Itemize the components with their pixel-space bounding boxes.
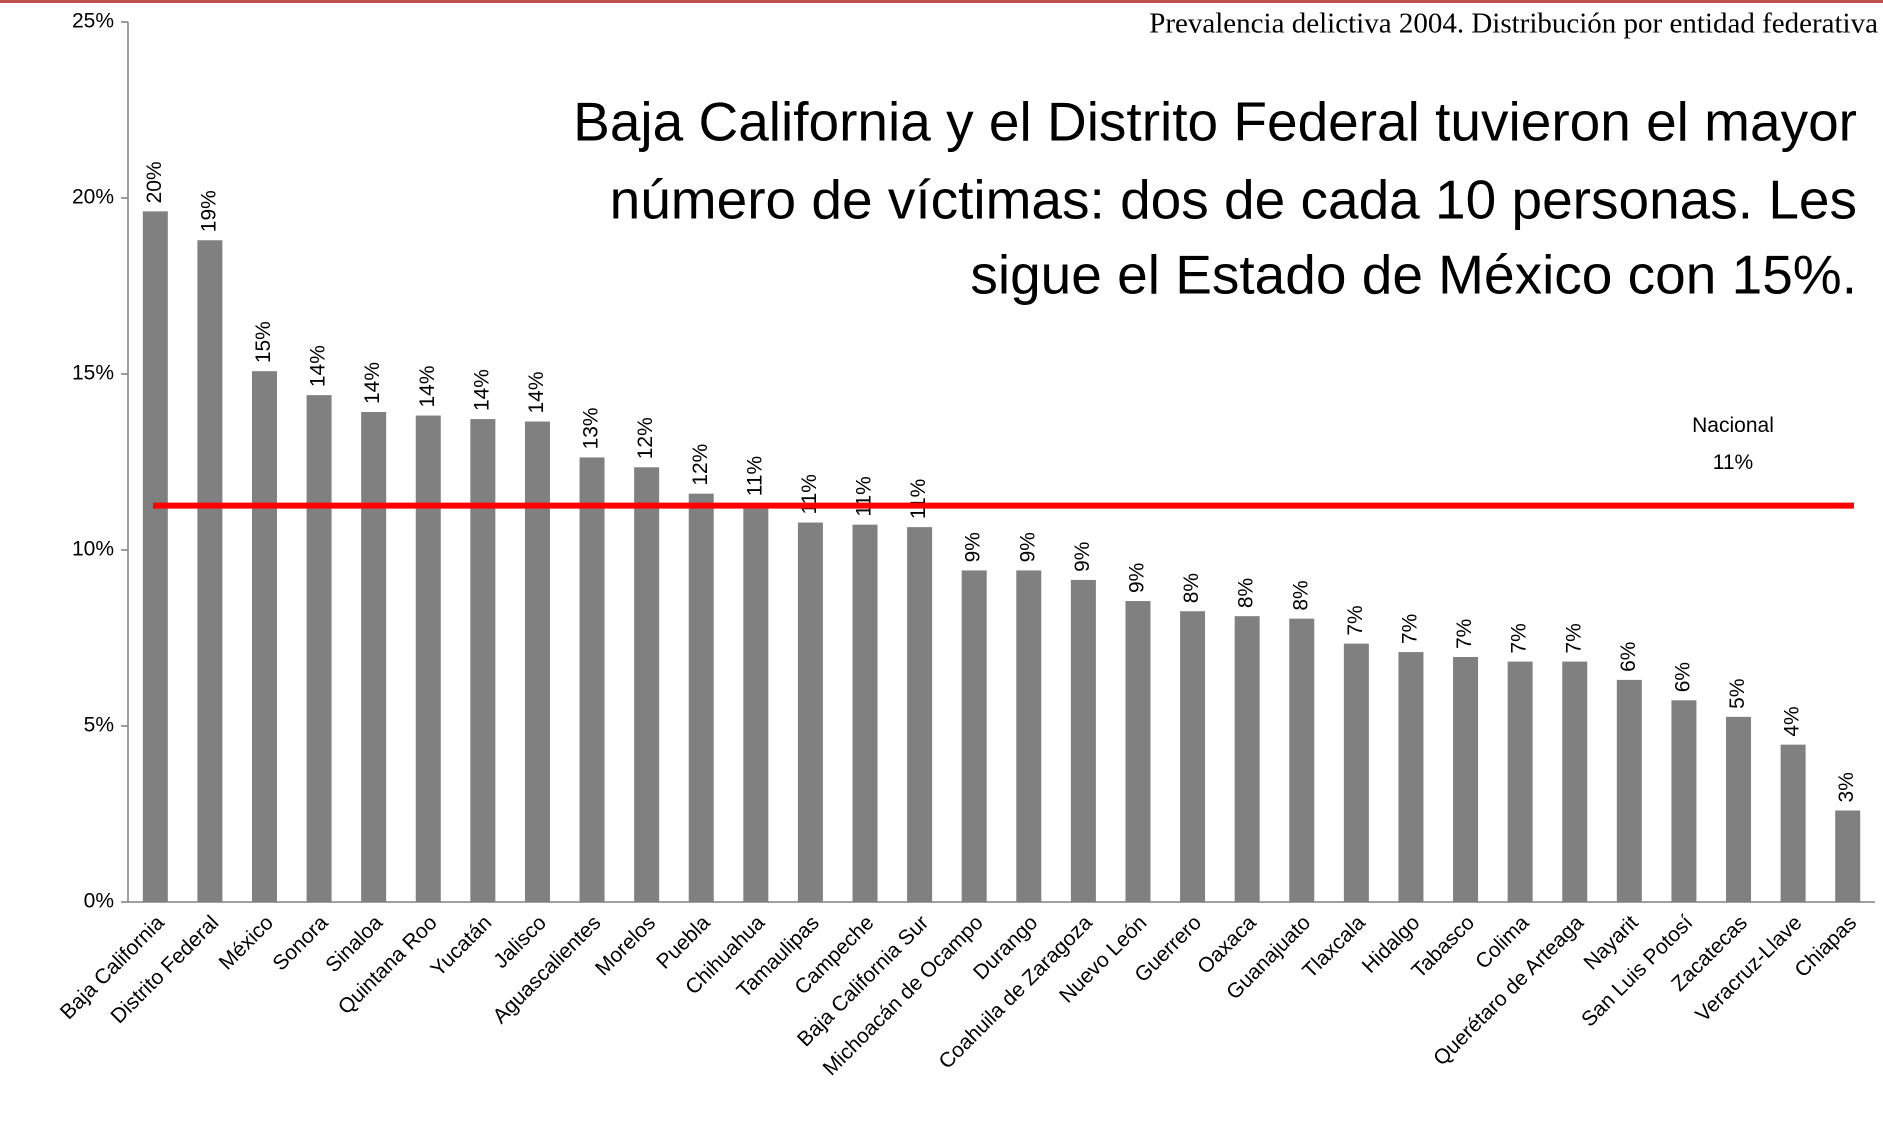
y-tick-label: 0%	[84, 890, 114, 913]
bar	[415, 415, 441, 902]
value-label: 14%	[361, 362, 384, 404]
bar	[251, 371, 277, 903]
annotation: sigue el Estado de México con 15%.	[970, 244, 1857, 306]
value-label: 12%	[634, 417, 657, 459]
bar	[361, 412, 387, 902]
value-label: 7%	[1453, 619, 1476, 649]
y-tick-label: 25%	[72, 10, 114, 33]
bar	[634, 467, 660, 902]
bar	[1562, 661, 1588, 902]
bar	[743, 504, 769, 902]
value-label: 11%	[907, 479, 930, 519]
value-label: 9%	[1126, 563, 1149, 593]
bar	[1398, 652, 1424, 902]
bar	[1507, 661, 1533, 902]
bar	[797, 522, 823, 902]
value-label: 7%	[1508, 623, 1531, 653]
x-tick-label: Yucatán	[426, 911, 496, 981]
bar	[524, 421, 550, 902]
value-label: 8%	[1180, 573, 1203, 603]
value-label: 11%	[743, 456, 766, 496]
bar	[1016, 570, 1042, 902]
value-label: 8%	[1235, 578, 1258, 608]
y-tick-label: 10%	[72, 538, 114, 561]
bar	[1070, 579, 1096, 902]
bar	[1125, 601, 1151, 902]
value-label: 20%	[143, 161, 166, 203]
bar	[1343, 643, 1369, 902]
value-label: 3%	[1835, 772, 1858, 802]
bar	[197, 240, 223, 903]
value-label: 14%	[307, 345, 330, 387]
annotation: número de víctimas: dos de cada 10 perso…	[610, 169, 1857, 231]
bar	[1780, 744, 1806, 902]
x-tick-label: Chiapas	[1790, 911, 1861, 982]
value-label: 19%	[197, 190, 220, 232]
value-label: 7%	[1344, 605, 1367, 635]
reference-label: Nacional	[1692, 414, 1774, 437]
bar	[1671, 700, 1697, 902]
bar	[1453, 657, 1479, 902]
value-label: 7%	[1399, 614, 1422, 644]
bar	[1180, 611, 1206, 902]
reference-value-label: 11%	[1713, 451, 1753, 474]
y-tick-label: 15%	[72, 362, 114, 385]
value-label: 14%	[416, 366, 439, 408]
value-label: 7%	[1562, 623, 1585, 653]
bar	[579, 457, 605, 902]
value-label: 5%	[1726, 678, 1749, 708]
bar	[852, 524, 878, 902]
value-label: 6%	[1671, 662, 1694, 692]
bar	[1616, 679, 1642, 902]
bar	[306, 395, 332, 902]
value-label: 13%	[580, 407, 603, 449]
value-label: 9%	[1071, 542, 1094, 572]
y-tick-label: 20%	[72, 186, 114, 209]
value-label: 11%	[853, 476, 876, 516]
x-tick-label: Sonora	[268, 911, 332, 975]
value-label: 14%	[470, 369, 493, 411]
y-tick-label: 5%	[84, 714, 114, 737]
bar	[961, 570, 987, 902]
bar	[688, 493, 714, 902]
value-label: 14%	[525, 371, 548, 413]
value-label: 8%	[1289, 580, 1312, 610]
value-label: 4%	[1781, 706, 1804, 736]
value-label: 9%	[962, 532, 985, 562]
bar	[142, 211, 168, 903]
bar	[1726, 716, 1752, 902]
value-label: 12%	[689, 444, 712, 486]
annotation: Baja California y el Distrito Federal tu…	[573, 91, 1857, 153]
chart-title: Prevalencia delictiva 2004. Distribución…	[1149, 8, 1878, 40]
value-label: 6%	[1617, 642, 1640, 672]
value-label: 9%	[1016, 532, 1039, 562]
bar	[1289, 618, 1315, 902]
bar	[1835, 810, 1861, 902]
bar	[1234, 616, 1260, 902]
x-tick-label: México	[215, 911, 278, 974]
x-tick-label: Morelos	[591, 911, 660, 980]
bar	[470, 419, 496, 902]
bar	[907, 527, 933, 902]
value-label: 15%	[252, 321, 275, 363]
